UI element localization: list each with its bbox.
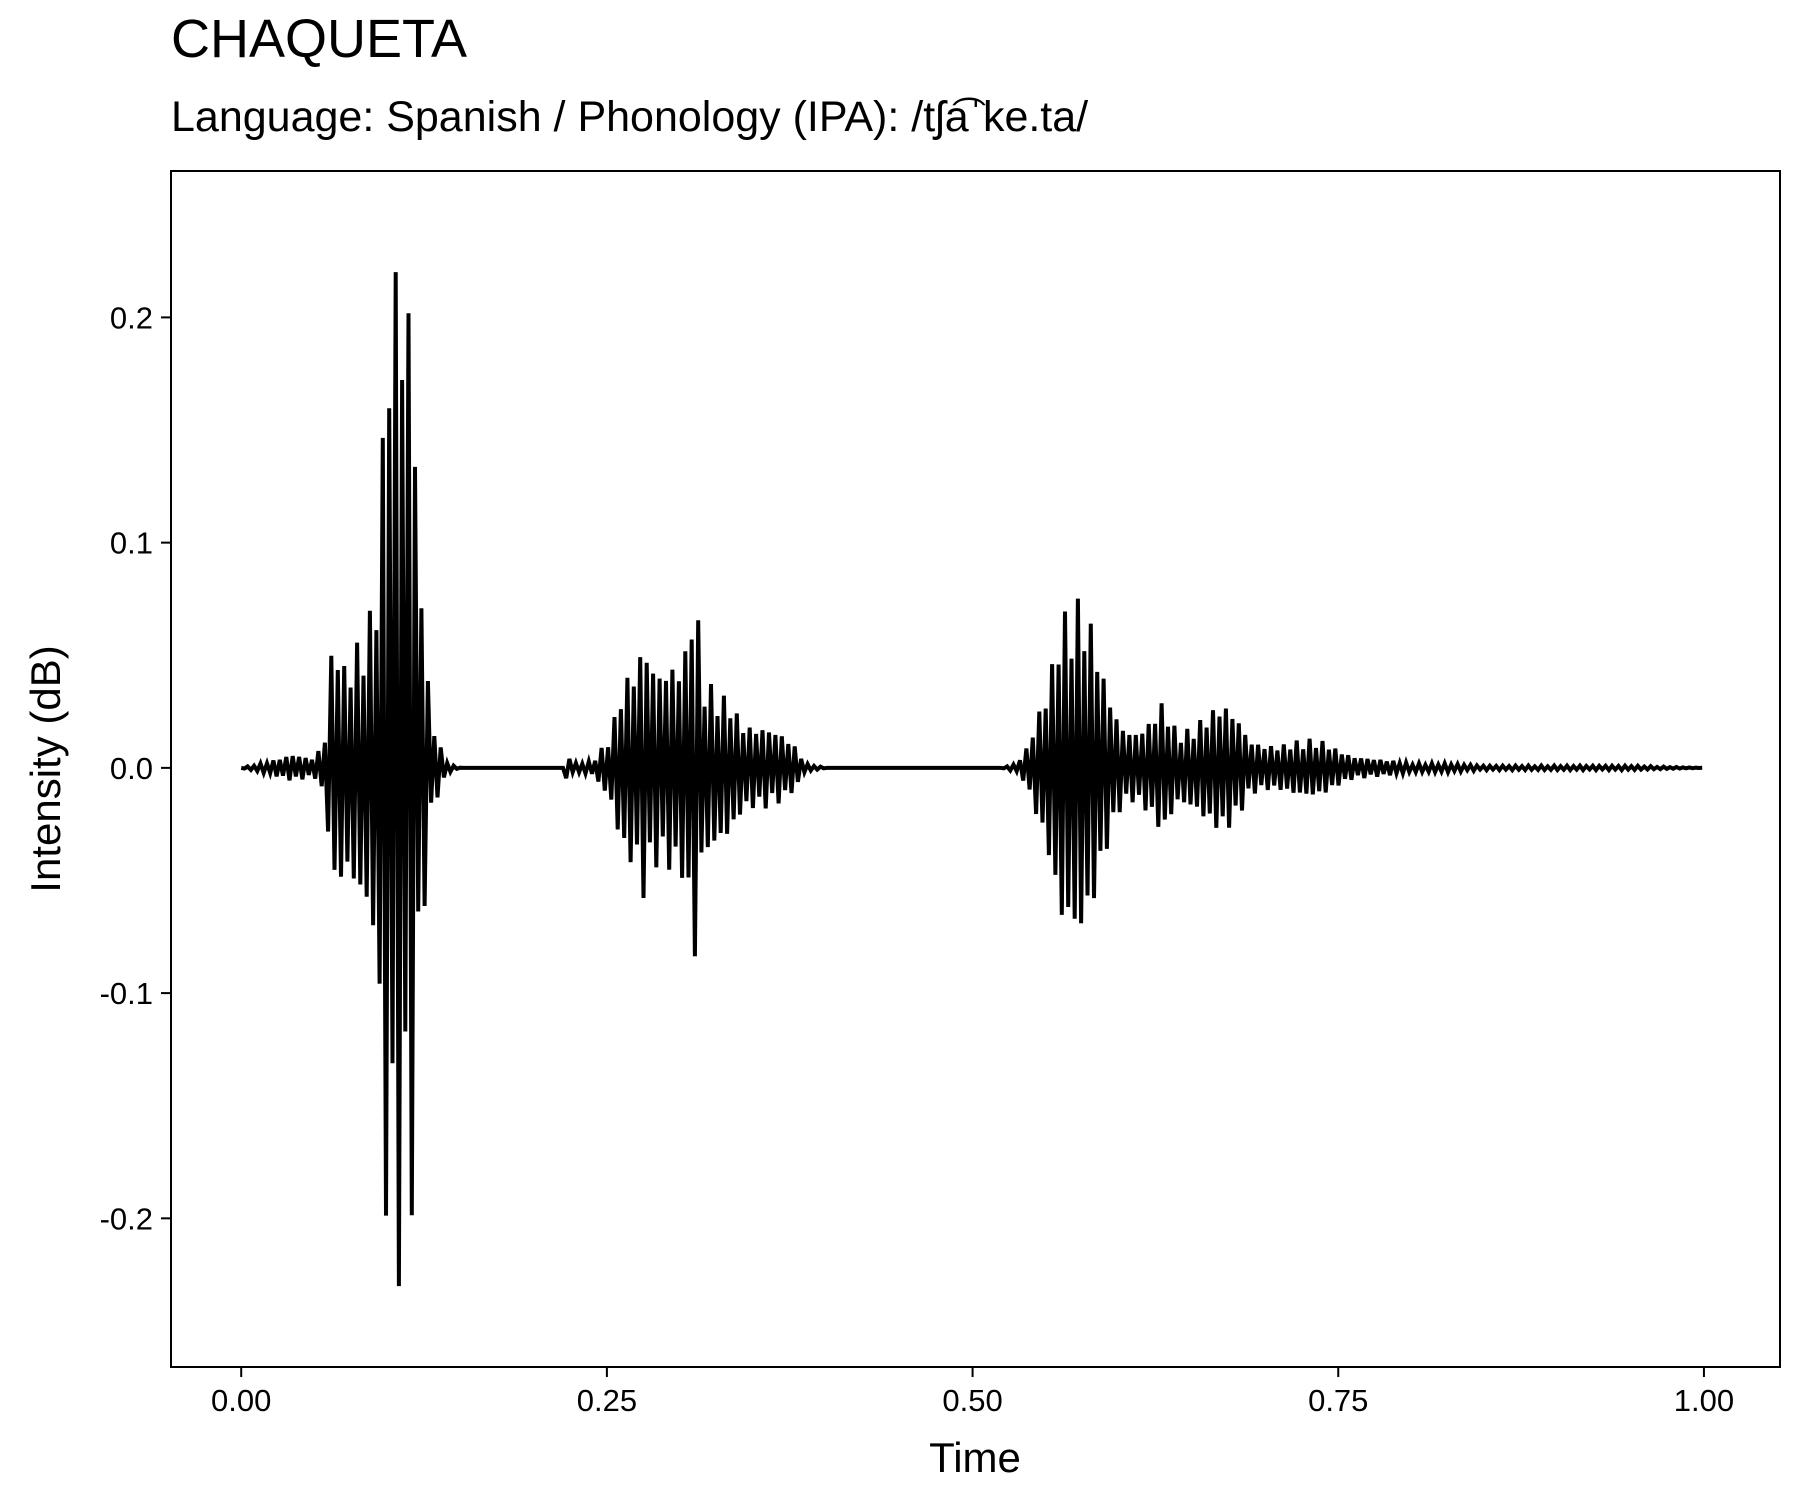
x-tick-label: 0.00 xyxy=(211,1383,271,1418)
y-tick-label: 0.1 xyxy=(110,526,153,561)
y-tick-label: 0.0 xyxy=(110,751,153,786)
y-tick-label: 0.2 xyxy=(110,300,153,335)
y-axis-title: Intensity (dB) xyxy=(22,645,69,892)
chart-subtitle: Language: Spanish / Phonology (IPA): /tʃ… xyxy=(171,93,1089,141)
chart-title: CHAQUETA xyxy=(171,9,468,69)
plot-panel xyxy=(170,170,1781,1368)
x-axis: 0.00 0.25 0.50 0.75 1.00 xyxy=(211,1367,1734,1418)
x-tick-label: 0.75 xyxy=(1308,1383,1368,1418)
y-tick-label: -0.1 xyxy=(100,976,153,1011)
waveform-line xyxy=(240,272,1703,1287)
x-axis-title: Time xyxy=(929,1434,1021,1481)
x-tick-label: 1.00 xyxy=(1674,1383,1734,1418)
x-tick-label: 0.25 xyxy=(577,1383,637,1418)
x-tick-label: 0.50 xyxy=(942,1383,1002,1418)
y-axis: 0.2 0.1 0.0 -0.1 -0.2 xyxy=(100,300,171,1236)
y-tick-label: -0.2 xyxy=(100,1201,153,1236)
